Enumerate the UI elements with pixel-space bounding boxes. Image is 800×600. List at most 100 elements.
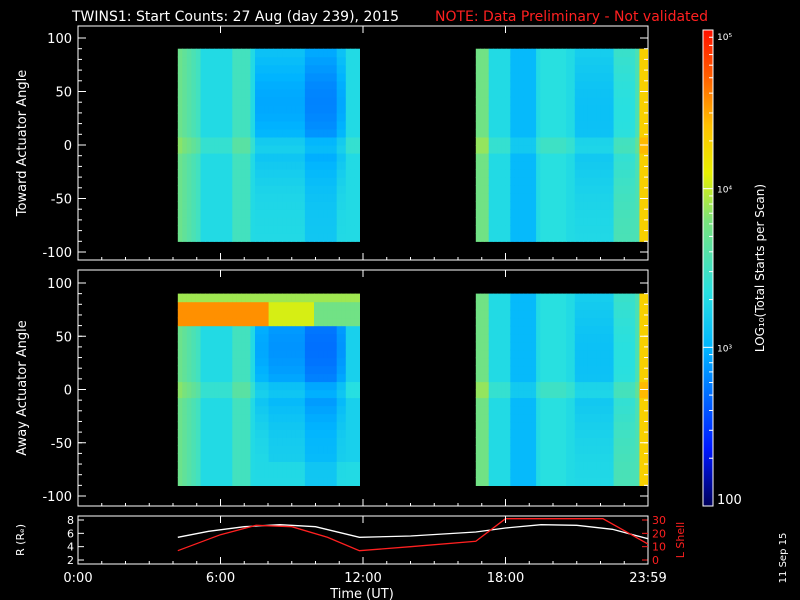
heatmap-cell bbox=[609, 333, 615, 343]
heatmap-cell bbox=[639, 185, 645, 194]
heatmap-cell bbox=[200, 301, 206, 311]
heatmap-cell bbox=[514, 421, 520, 430]
heatmap-cell bbox=[282, 405, 288, 415]
heatmap-cell bbox=[291, 112, 297, 122]
heatmap-cell bbox=[475, 80, 481, 90]
heatmap-cell bbox=[501, 477, 507, 486]
heatmap-cell bbox=[523, 301, 529, 311]
heatmap-cell bbox=[291, 365, 297, 375]
heatmap-cell bbox=[354, 48, 360, 58]
heatmap-cell bbox=[295, 365, 301, 375]
heatmap-cell bbox=[557, 201, 563, 210]
heatmap-cell bbox=[523, 405, 529, 415]
heatmap-cell bbox=[497, 477, 503, 486]
heatmap-cell bbox=[259, 373, 265, 383]
heatmap-cell bbox=[314, 349, 320, 359]
heatmap-cell bbox=[241, 112, 247, 122]
heatmap-cell bbox=[501, 104, 507, 114]
heatmap-cell bbox=[626, 445, 632, 454]
heatmap-cell bbox=[497, 96, 503, 106]
heatmap-cell bbox=[323, 389, 329, 399]
heatmap-cell bbox=[273, 389, 279, 399]
heatmap-cell bbox=[583, 145, 589, 154]
heatmap-cell bbox=[195, 153, 201, 162]
heatmap-cell bbox=[553, 128, 559, 138]
heatmap-cell bbox=[549, 413, 554, 423]
heatmap-cell bbox=[544, 217, 550, 226]
heatmap-cell bbox=[510, 469, 516, 478]
heatmap-cell bbox=[518, 177, 524, 186]
heatmap-cell bbox=[497, 161, 503, 170]
heatmap-cell bbox=[350, 461, 356, 470]
heatmap-cell bbox=[600, 120, 606, 130]
heatmap-cell bbox=[318, 88, 324, 98]
heatmap-cell bbox=[531, 309, 537, 319]
heatmap-cell bbox=[318, 104, 324, 114]
heatmap-cell bbox=[617, 469, 623, 478]
heatmap-cell bbox=[643, 145, 648, 154]
heatmap-cell bbox=[354, 64, 360, 74]
heatmap-cell bbox=[186, 161, 192, 170]
heatmap-cell bbox=[191, 217, 197, 226]
heatmap-cell bbox=[295, 453, 301, 462]
heatmap-cell bbox=[354, 120, 360, 130]
heatmap-cell bbox=[282, 389, 288, 399]
heatmap-cell bbox=[475, 169, 481, 178]
heatmap-cell bbox=[609, 233, 615, 242]
heatmap-cell bbox=[527, 56, 533, 66]
heatmap-cell bbox=[323, 225, 329, 234]
heatmap-cell bbox=[613, 445, 619, 454]
heatmap-cell bbox=[523, 389, 529, 399]
heatmap-cell bbox=[291, 381, 297, 391]
heatmap-cell bbox=[245, 88, 251, 98]
heatmap-cell bbox=[309, 120, 315, 130]
heatmap-cell bbox=[617, 201, 623, 210]
heatmap-cell bbox=[295, 225, 301, 234]
heatmap-cell bbox=[626, 145, 632, 154]
heatmap-cell bbox=[259, 120, 265, 130]
heatmap-cell bbox=[574, 209, 580, 218]
heatmap-cell bbox=[527, 209, 533, 218]
heatmap-cell bbox=[232, 88, 238, 98]
heatmap-cell bbox=[241, 72, 247, 82]
heatmap-cell bbox=[345, 145, 351, 154]
heatmap-cell bbox=[182, 153, 188, 162]
heatmap-cell bbox=[318, 421, 324, 430]
heatmap-cell bbox=[639, 120, 645, 130]
heatmap-cell bbox=[214, 349, 220, 359]
heatmap-cell bbox=[241, 177, 247, 186]
heatmap-cell bbox=[501, 112, 507, 122]
heatmap-cell bbox=[282, 233, 288, 242]
heatmap-cell bbox=[214, 177, 220, 186]
heatmap-cell bbox=[531, 185, 537, 194]
heatmap-cell bbox=[639, 145, 645, 154]
heatmap-cell bbox=[241, 429, 247, 438]
heatmap-cell bbox=[350, 153, 356, 162]
heatmap-cell bbox=[527, 437, 533, 446]
heatmap-cell bbox=[227, 72, 233, 82]
heatmap-cell bbox=[557, 477, 563, 486]
heatmap-cell bbox=[332, 56, 338, 66]
heatmap-cell bbox=[336, 153, 342, 162]
heatmap-cell bbox=[214, 112, 220, 122]
heatmap-cell bbox=[218, 429, 224, 438]
heatmap-cell bbox=[540, 120, 546, 130]
heatmap-cell bbox=[191, 325, 197, 335]
heatmap-cell bbox=[354, 193, 360, 202]
heatmap-cell bbox=[501, 56, 507, 66]
heatmap-cell bbox=[191, 233, 197, 242]
heatmap-cell bbox=[200, 80, 206, 90]
heatmap-cell bbox=[613, 421, 619, 430]
heatmap-cell bbox=[617, 72, 623, 82]
heatmap-cell bbox=[579, 88, 584, 98]
heatmap-cell bbox=[549, 309, 554, 319]
heatmap-cell bbox=[227, 389, 233, 399]
heatmap-cell bbox=[336, 413, 342, 423]
heatmap-cell bbox=[200, 413, 206, 423]
heatmap-cell bbox=[282, 317, 288, 327]
heatmap-cell bbox=[195, 325, 201, 335]
heatmap-cell bbox=[182, 373, 188, 383]
heatmap-cell bbox=[223, 365, 229, 375]
heatmap-cell bbox=[570, 112, 576, 122]
